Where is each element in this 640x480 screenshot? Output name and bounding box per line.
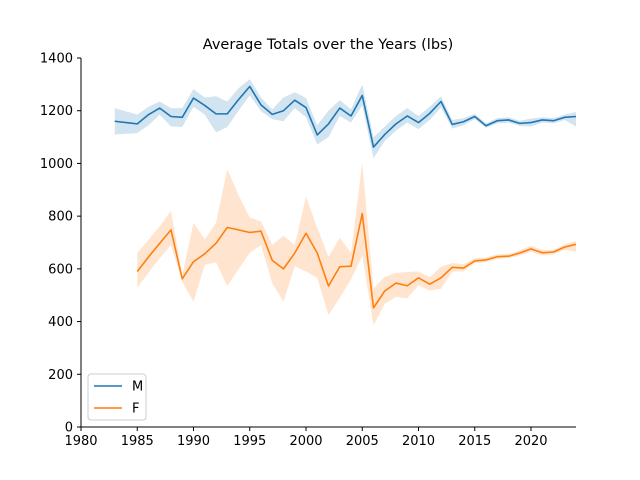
y-tick-label: 1000: [40, 157, 73, 172]
series-line-m: [114, 85, 577, 148]
band-f: [137, 162, 576, 326]
y-tick-label: 1200: [40, 104, 73, 119]
x-tick-label: 1990: [177, 434, 210, 449]
y-tick-label: 400: [48, 315, 73, 330]
y-tick-label: 200: [48, 368, 73, 383]
legend-label-f: F: [132, 402, 139, 417]
x-tick-label: 1995: [233, 434, 266, 449]
y-tick-label: 800: [48, 210, 73, 225]
band-m: [114, 79, 576, 159]
x-tick-label: 2010: [402, 434, 435, 449]
series-line-f: [136, 212, 577, 309]
x-tick-label: 2005: [346, 434, 379, 449]
confidence-bands: [114, 79, 576, 326]
legend: MF: [87, 373, 147, 421]
series-lines: [114, 85, 577, 309]
axes: [80, 58, 576, 428]
x-tick-label: 2015: [458, 434, 491, 449]
x-tick-label: 1980: [64, 434, 97, 449]
legend-label-m: M: [132, 380, 143, 395]
y-tick-label: 1400: [40, 52, 73, 67]
y-tick-label: 600: [48, 262, 73, 277]
y-tick-label: 0: [65, 421, 73, 436]
x-tick-label: 1985: [121, 434, 154, 449]
x-tick-label: 2000: [289, 434, 322, 449]
chart-title: Average Totals over the Years (lbs): [203, 37, 454, 53]
x-tick-label: 2020: [514, 434, 547, 449]
x-axis-ticks: 1980 1985 1990 1995 2000 2005 2010 2015 2020: [64, 427, 548, 449]
y-axis-ticks: 0 200 400 600 800 1000 1200 1400: [40, 52, 81, 436]
